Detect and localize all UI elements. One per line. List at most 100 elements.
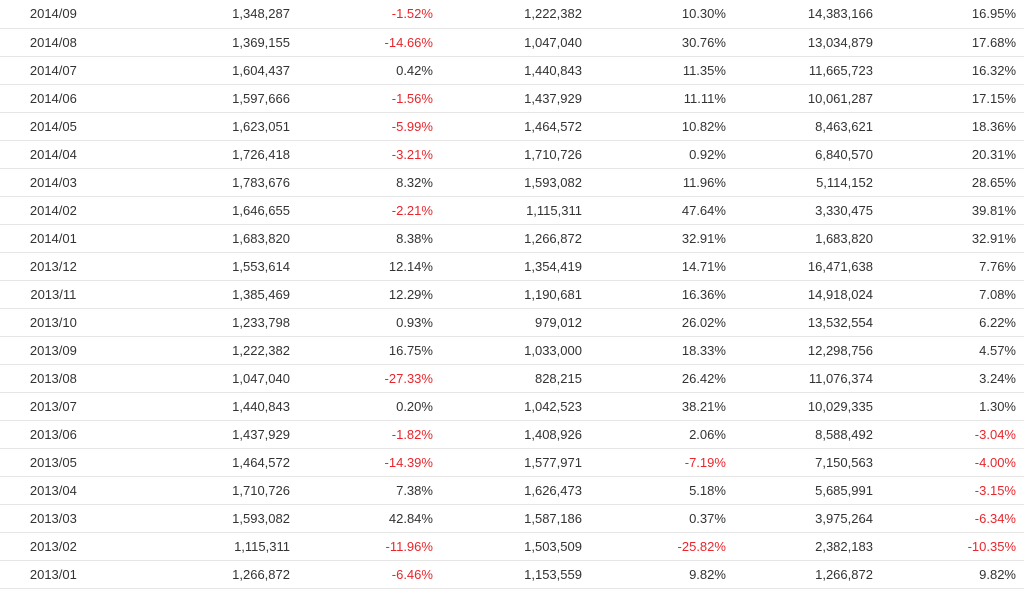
cumulative-change-cell: 32.91% [876,224,1024,253]
period-cell: 2014/09 [0,0,107,29]
cumulative-value-cell: 14,918,024 [729,280,877,309]
cumulative-change-cell: 3.24% [876,364,1024,393]
change-cell: 0.42% [291,56,437,85]
cumulative-value-cell: 3,975,264 [729,504,877,533]
table-row: 2013/01 1,266,872 -6.46% 1,153,559 9.82% 1,26… [0,560,1024,589]
value-cell: 1,437,929 [106,420,292,449]
period-cell: 2014/04 [0,140,107,169]
table-row: 2014/05 1,623,051 -5.99% 1,464,572 10.82% 8,4… [0,112,1024,141]
table-row: 2013/11 1,385,469 12.29% 1,190,681 16.36% 14,… [0,280,1024,309]
change-cell: -1.56% [291,84,437,113]
cumulative-value-cell: 1,266,872 [729,560,877,589]
cumulative-change-cell: 16.95% [876,0,1024,29]
value-cell: 1,626,473 [436,476,584,505]
change-cell: 7.38% [291,476,437,505]
cumulative-value-cell: 13,034,879 [729,28,877,57]
period-cell: 2014/07 [0,56,107,85]
change-cell: 16.36% [583,280,730,309]
value-cell: 1,369,155 [106,28,292,57]
cumulative-change-cell: 17.15% [876,84,1024,113]
cumulative-value-cell: 1,683,820 [729,224,877,253]
table-row: 2013/08 1,047,040 -27.33% 828,215 26.42% 11,0… [0,364,1024,393]
cumulative-change-cell: 1.30% [876,392,1024,421]
change-cell: -27.33% [291,364,437,393]
change-cell: 30.76% [583,28,730,57]
period-cell: 2013/07 [0,392,107,421]
cumulative-change-cell: 6.22% [876,308,1024,337]
value-cell: 1,385,469 [106,280,292,309]
period-cell: 2013/12 [0,252,107,281]
value-cell: 1,266,872 [436,224,584,253]
value-cell: 1,354,419 [436,252,584,281]
cumulative-value-cell: 11,076,374 [729,364,877,393]
period-cell: 2013/06 [0,420,107,449]
change-cell: 8.32% [291,168,437,197]
table-row: 2013/07 1,440,843 0.20% 1,042,523 38.21% 10,0… [0,392,1024,421]
table-row: 2013/05 1,464,572 -14.39% 1,577,971 -7.19% 7,… [0,448,1024,477]
change-cell: -14.66% [291,28,437,57]
change-cell: -1.52% [291,0,437,29]
value-cell: 1,503,509 [436,532,584,561]
cumulative-value-cell: 5,114,152 [729,168,877,197]
change-cell: 14.71% [583,252,730,281]
change-cell: 26.02% [583,308,730,337]
cumulative-value-cell: 2,382,183 [729,532,877,561]
cumulative-change-cell: -4.00% [876,448,1024,477]
cumulative-value-cell: 3,330,475 [729,196,877,225]
cumulative-change-cell: 7.76% [876,252,1024,281]
value-cell: 1,348,287 [106,0,292,29]
cumulative-change-cell: 28.65% [876,168,1024,197]
change-cell: 9.82% [583,560,730,589]
value-cell: 1,646,655 [106,196,292,225]
cumulative-change-cell: 9.82% [876,560,1024,589]
value-cell: 1,464,572 [106,448,292,477]
change-cell: -11.96% [291,532,437,561]
change-cell: 11.11% [583,84,730,113]
value-cell: 1,047,040 [106,364,292,393]
table-row: 2014/01 1,683,820 8.38% 1,266,872 32.91% 1,68… [0,224,1024,253]
value-cell: 1,440,843 [106,392,292,421]
period-cell: 2014/03 [0,168,107,197]
change-cell: -14.39% [291,448,437,477]
change-cell: 8.38% [291,224,437,253]
value-cell: 1,623,051 [106,112,292,141]
value-cell: 1,587,186 [436,504,584,533]
period-cell: 2013/01 [0,560,107,589]
value-cell: 1,597,666 [106,84,292,113]
cumulative-change-cell: 16.32% [876,56,1024,85]
change-cell: 47.64% [583,196,730,225]
period-cell: 2014/06 [0,84,107,113]
cumulative-change-cell: 20.31% [876,140,1024,169]
cumulative-value-cell: 10,029,335 [729,392,877,421]
value-cell: 1,408,926 [436,420,584,449]
change-cell: 12.29% [291,280,437,309]
change-cell: 10.82% [583,112,730,141]
change-cell: 38.21% [583,392,730,421]
cumulative-change-cell: 4.57% [876,336,1024,365]
value-cell: 1,222,382 [106,336,292,365]
period-cell: 2014/08 [0,28,107,57]
cumulative-change-cell: -3.04% [876,420,1024,449]
value-cell: 1,593,082 [436,168,584,197]
cumulative-value-cell: 12,298,756 [729,336,877,365]
change-cell: 0.92% [583,140,730,169]
change-cell: 18.33% [583,336,730,365]
change-cell: -3.21% [291,140,437,169]
value-cell: 1,577,971 [436,448,584,477]
value-cell: 1,233,798 [106,308,292,337]
value-cell: 1,593,082 [106,504,292,533]
table-row: 2014/06 1,597,666 -1.56% 1,437,929 11.11% 10,… [0,84,1024,113]
cumulative-value-cell: 10,061,287 [729,84,877,113]
cumulative-change-cell: -10.35% [876,532,1024,561]
table-row: 2013/02 1,115,311 -11.96% 1,503,509 -25.82% 2… [0,532,1024,561]
cumulative-value-cell: 11,665,723 [729,56,877,85]
change-cell: 16.75% [291,336,437,365]
value-cell: 1,464,572 [436,112,584,141]
change-cell: 0.37% [583,504,730,533]
table-row: 2013/06 1,437,929 -1.82% 1,408,926 2.06% 8,58… [0,420,1024,449]
value-cell: 1,222,382 [436,0,584,29]
cumulative-value-cell: 6,840,570 [729,140,877,169]
table-row: 2014/08 1,369,155 -14.66% 1,047,040 30.76% 13… [0,28,1024,57]
change-cell: -6.46% [291,560,437,589]
cumulative-value-cell: 8,588,492 [729,420,877,449]
